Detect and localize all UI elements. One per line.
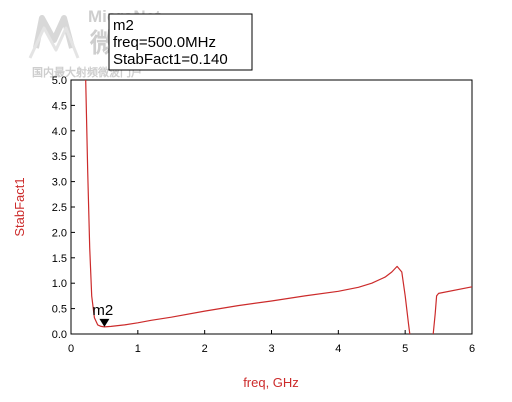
y-tick-label: 2.5 (52, 202, 67, 214)
x-axis-ticks: 0 1 2 3 4 5 6 (68, 330, 475, 355)
y-tick-label: 4.0 (52, 126, 67, 138)
y-tick-label: 1.5 (52, 253, 67, 265)
y-tick-label: 1.0 (52, 278, 67, 290)
marker-m2[interactable]: m2 (92, 302, 113, 327)
y-tick-label: 0.5 (52, 304, 67, 316)
y-tick-label: 3.5 (52, 151, 67, 163)
x-tick-label: 4 (335, 343, 341, 355)
marker-readout-box (108, 13, 253, 71)
x-tick-label: 2 (202, 343, 208, 355)
series-line-segment-2 (432, 286, 473, 335)
y-tick-label: 3.0 (52, 177, 67, 189)
micronet-logo-mark (28, 15, 80, 59)
y-tick-label: 2.0 (52, 227, 67, 239)
marker-readout[interactable]: m2 freq=500.0MHz StabFact1=0.140 (108, 13, 253, 71)
x-axis-label: freq, GHz (243, 375, 299, 390)
marker-readout-value: StabFact1=0.140 (113, 51, 228, 68)
plot-frame (70, 79, 473, 335)
marker-readout-freq: freq=500.0MHz (113, 34, 216, 51)
marker-triangle-icon (99, 318, 110, 327)
y-axis-label: StabFact1 (12, 177, 27, 236)
y-tick-label: 5.0 (52, 75, 67, 87)
series-line-segment-1 (85, 79, 411, 335)
x-tick-label: 3 (268, 343, 274, 355)
y-axis-ticks: 0.0 0.5 1.0 1.5 2.0 2.5 3.0 3.5 4.0 4.5 5.0 (52, 75, 75, 341)
x-tick-label: 5 (402, 343, 408, 355)
stabfact1-trace (85, 79, 473, 335)
marker-label: m2 (92, 302, 113, 319)
x-tick-label: 0 (68, 343, 74, 355)
x-tick-label: 6 (469, 343, 475, 355)
x-tick-label: 1 (135, 343, 141, 355)
marker-readout-name: m2 (113, 17, 134, 34)
y-tick-label: 4.5 (52, 100, 67, 112)
y-tick-label: 0.0 (52, 329, 67, 341)
